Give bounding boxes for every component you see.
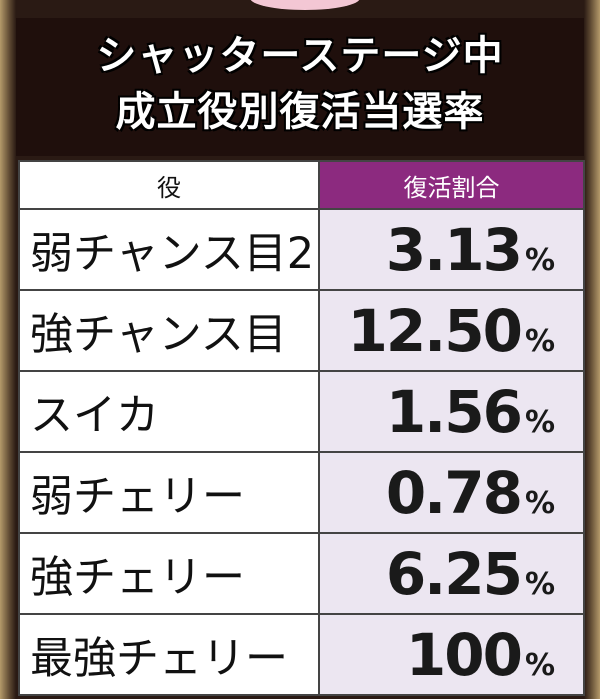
role-cell: 最強チェリー [18,613,320,696]
header-row: 役 復活割合 [18,160,585,210]
rate-unit: % [524,485,555,521]
rate-cell: 6.25% [318,532,585,615]
rate-value: 0.78 [385,458,523,527]
role-cell: スイカ [18,370,320,453]
role-cell: 強チャンス目 [18,289,320,372]
column-header: 役 [18,160,320,210]
rate-value: 100 [405,620,523,689]
rate-cell: 3.13% [318,208,585,291]
table-row: 弱チャンス目2 3.13% [18,208,585,291]
title-box: シャッターステージ中 成立役別復活当選率 [16,18,584,156]
title-line: 成立役別復活当選率 [115,89,485,135]
rate-cell: 100% [318,613,585,696]
rate-value: 6.25 [385,539,523,608]
table-row: 最強チェリー 100% [18,613,585,696]
rate-cell: 1.56% [318,370,585,453]
role-cell: 弱チェリー [18,451,320,534]
column-header: 復活割合 [318,160,585,210]
table-row: 強チェリー 6.25% [18,532,585,615]
rate-value: 12.50 [347,296,522,365]
decoration [250,0,360,10]
rate-value: 1.56 [385,377,523,446]
role-cell: 強チェリー [18,532,320,615]
table-body: 弱チャンス目2 3.13% 強チャンス目 12.50% スイカ 1.56% 弱チェリー 0.7… [18,208,585,696]
rate-unit: % [524,566,555,602]
rate-cell: 12.50% [318,289,585,372]
table-row: 弱チェリー 0.78% [18,451,585,534]
table: 役 復活割合 弱チャンス目2 3.13% 強チャンス目 12.50% スイカ 1.56% 弱… [18,160,585,696]
table-row: 強チャンス目 12.50% [18,289,585,372]
rate-value: 3.13 [385,215,523,284]
rate-unit: % [524,323,555,359]
rate-unit: % [524,404,555,440]
rate-cell: 0.78% [318,451,585,534]
role-cell: 弱チャンス目2 [18,208,320,291]
title-line: シャッターステージ中 [96,33,504,79]
rate-unit: % [524,242,555,278]
table-row: スイカ 1.56% [18,370,585,453]
rate-unit: % [524,647,555,683]
